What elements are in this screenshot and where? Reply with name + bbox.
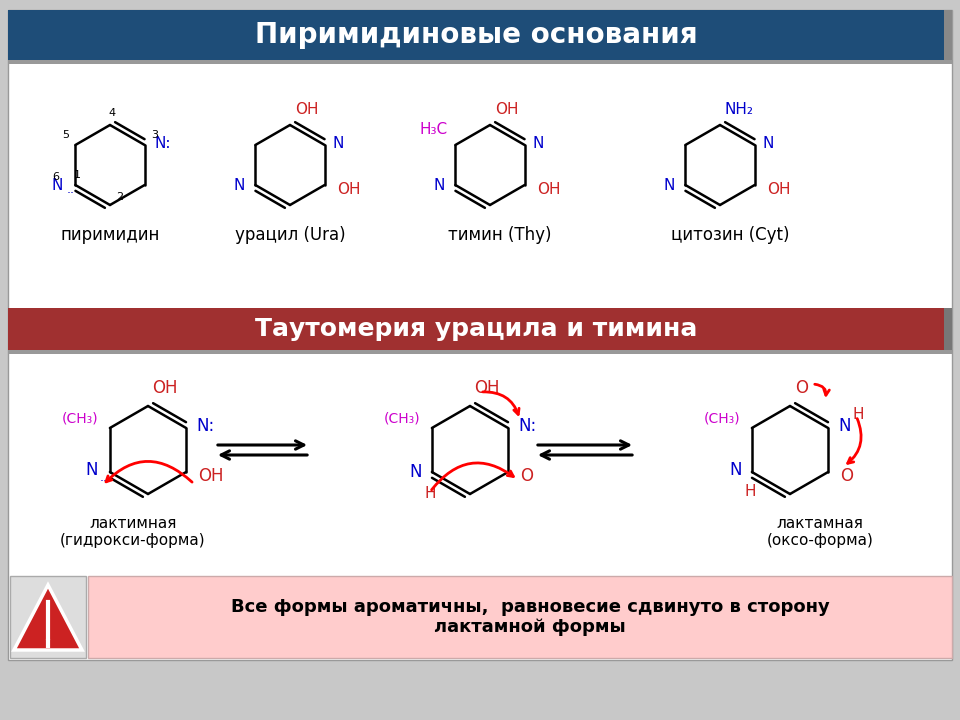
Text: N: N: [52, 178, 63, 192]
Text: Пиримидиновые основания: Пиримидиновые основания: [254, 21, 697, 49]
Text: N: N: [234, 178, 246, 192]
Text: N: N: [730, 461, 742, 479]
Bar: [944, 308, 952, 350]
Text: OH: OH: [337, 181, 360, 197]
Bar: [8, 350, 952, 354]
Text: ··: ··: [66, 187, 74, 200]
Text: Таутомерия урацила и тимина: Таутомерия урацила и тимина: [254, 317, 697, 341]
Bar: [10, 576, 86, 658]
Text: N:: N:: [518, 417, 537, 435]
Text: пиримидин: пиримидин: [60, 226, 159, 244]
Text: N: N: [409, 463, 421, 481]
Text: N: N: [434, 178, 445, 192]
Text: тимин (Thy): тимин (Thy): [448, 226, 552, 244]
Text: OH: OH: [767, 181, 790, 197]
Text: H₃C: H₃C: [420, 122, 447, 137]
Text: лактамная
(оксо-форма): лактамная (оксо-форма): [767, 516, 874, 548]
Text: N: N: [533, 135, 544, 150]
Text: OH: OH: [474, 379, 499, 397]
Text: цитозин (Cyt): цитозин (Cyt): [671, 226, 789, 244]
Text: OH: OH: [198, 467, 224, 485]
Text: N: N: [85, 461, 98, 479]
Bar: [8, 60, 952, 64]
Text: 2: 2: [116, 192, 124, 202]
Text: 5: 5: [61, 130, 69, 140]
Text: H: H: [744, 485, 756, 500]
Text: 3: 3: [151, 130, 158, 140]
Bar: [944, 10, 952, 60]
Text: OH: OH: [495, 102, 518, 117]
Text: N: N: [838, 417, 851, 435]
Text: лактимная
(гидрокси-форма): лактимная (гидрокси-форма): [60, 516, 205, 548]
Bar: [8, 308, 944, 350]
Text: N: N: [664, 178, 675, 192]
Text: H: H: [852, 407, 864, 421]
Text: N: N: [333, 135, 344, 150]
Text: (CH₃): (CH₃): [61, 411, 98, 425]
Text: NH₂: NH₂: [725, 102, 754, 117]
Text: OH: OH: [295, 102, 319, 117]
Text: H: H: [424, 487, 436, 502]
Text: N: N: [762, 135, 774, 150]
Text: OH: OH: [152, 379, 178, 397]
Text: Все формы ароматичны,  равновесие сдвинуто в сторону
лактамной формы: Все формы ароматичны, равновесие сдвинут…: [230, 598, 829, 636]
Text: урацил (Ura): урацил (Ura): [234, 226, 346, 244]
Polygon shape: [14, 585, 82, 650]
Text: 4: 4: [108, 108, 115, 118]
Text: OH: OH: [537, 181, 560, 197]
Bar: [88, 576, 952, 658]
Text: N:: N:: [155, 135, 171, 150]
Bar: [8, 10, 944, 60]
Text: O: O: [520, 467, 533, 485]
Text: 6: 6: [52, 172, 59, 182]
Text: ··: ··: [100, 475, 108, 488]
Text: (CH₃): (CH₃): [704, 411, 740, 425]
Text: O: O: [840, 467, 853, 485]
Text: 1: 1: [74, 170, 81, 180]
Text: N:: N:: [196, 417, 214, 435]
Text: O: O: [795, 379, 808, 397]
Text: (CH₃): (CH₃): [383, 411, 420, 425]
